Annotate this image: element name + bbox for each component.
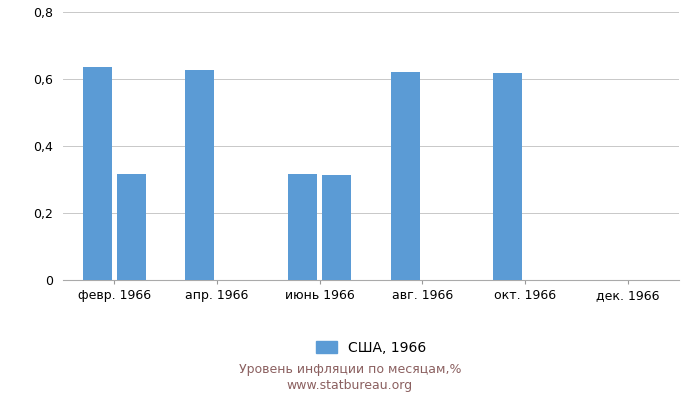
Bar	[494, 73, 522, 280]
Bar	[186, 70, 214, 280]
Bar	[83, 67, 112, 280]
Text: Уровень инфляции по месяцам,%: Уровень инфляции по месяцам,%	[239, 364, 461, 376]
Bar	[288, 174, 317, 280]
Bar	[322, 176, 351, 280]
Bar	[117, 174, 146, 280]
Legend: США, 1966: США, 1966	[310, 335, 432, 360]
Bar	[391, 72, 420, 280]
Text: www.statbureau.org: www.statbureau.org	[287, 380, 413, 392]
